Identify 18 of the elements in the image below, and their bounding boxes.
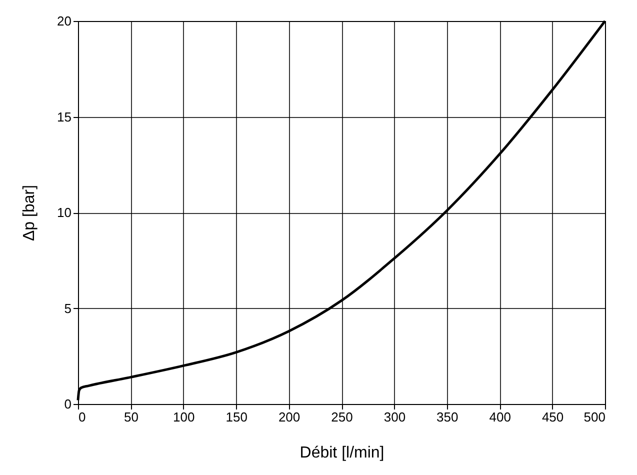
y-tick-label: 20 [57,14,72,28]
y-tick-label: 0 [64,396,72,412]
x-tick-label: 100 [173,410,195,424]
x-tick-label: 300 [384,410,406,424]
x-tick-label: 250 [331,410,353,424]
x-tick-label: 500 [584,410,606,424]
x-tick-label: 50 [124,410,138,424]
x-tick-label: 350 [436,410,458,424]
x-tick-label: 200 [278,410,300,424]
y-tick-label: 10 [57,205,72,220]
y-axis-title: Δp [bar] [21,184,38,242]
y-tick-label: 5 [64,300,72,316]
x-tick-label: 150 [226,410,248,424]
x-axis-title: Débit [l/min] [300,444,384,462]
x-tick-label: 450 [542,410,564,424]
x-tick-label: 0 [78,410,86,424]
y-tick-label: 15 [57,109,72,124]
x-tick-label: 400 [489,410,511,424]
